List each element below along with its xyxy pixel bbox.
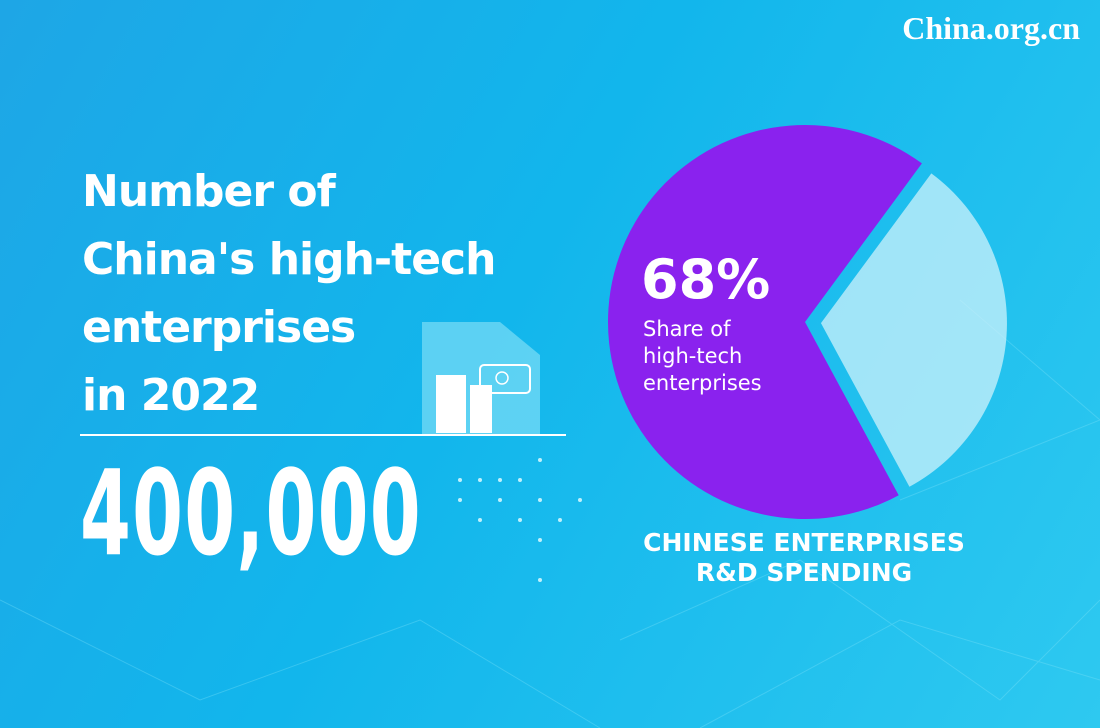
title-line: enterprises [82,302,356,353]
pie-value-label: 68% [641,248,771,311]
title-line: in 2022 [82,370,260,421]
network-lines [0,299,1100,728]
chart-title: CHINESE ENTERPRISES R&D SPENDING [600,528,1008,588]
label-line: enterprises [643,371,762,395]
divider [80,434,566,436]
title-line: CHINESE ENTERPRISES [643,528,965,557]
title-line: R&D SPENDING [695,558,913,587]
watermark: China.org.cn [902,10,1080,46]
title-line: China's high-tech [82,234,496,285]
headline-title: Number of China's high-tech enterprises in … [82,158,496,430]
dots [458,458,582,582]
label-line: Share of [643,317,731,341]
title-line: Number of [82,166,336,217]
building-icon [422,322,540,434]
pie-slice [608,125,922,520]
pie-category-label: Share of high-tech enterprises [643,316,762,397]
label-line: high-tech [643,344,743,368]
pie-slice [820,173,1007,487]
pie-chart [608,125,1007,520]
headline-figure: 400,000 [80,444,422,582]
